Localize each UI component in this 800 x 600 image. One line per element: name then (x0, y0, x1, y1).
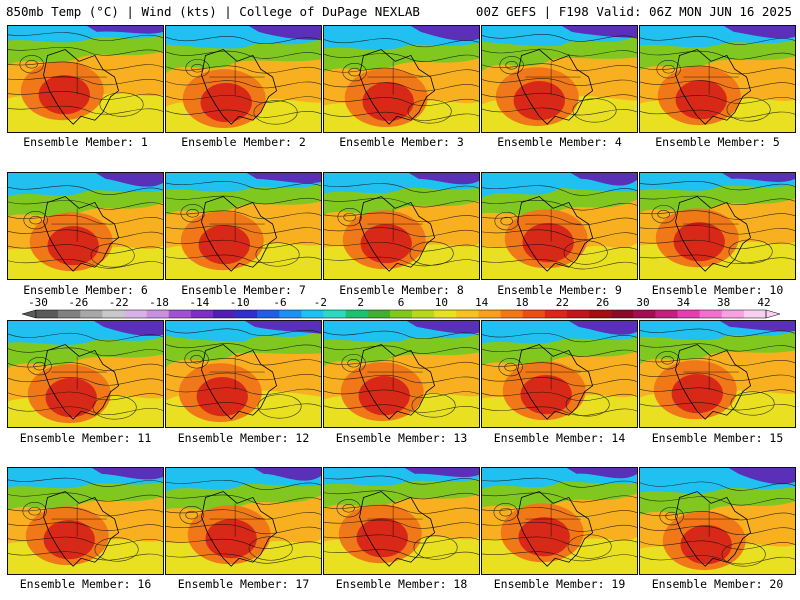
colorbar-tick-label: -30 (28, 296, 48, 309)
map-title: 850mb Temp (°C) | Wind (kts) | College o… (6, 4, 420, 19)
colorbar-swatch (124, 310, 147, 318)
colorbar-tick-label: -14 (189, 296, 209, 309)
ensemble-member-map (323, 172, 480, 280)
ensemble-member-map (481, 320, 638, 428)
ensemble-member-map (165, 25, 322, 133)
colorbar-swatch (279, 310, 302, 318)
ensemble-member-map (639, 467, 796, 575)
ensemble-member-label: Ensemble Member: 14 (493, 431, 626, 445)
colorbar-swatch (345, 310, 369, 318)
colorbar-tick-label: -22 (109, 296, 129, 309)
ensemble-member-map (165, 172, 322, 280)
colorbar-swatch (58, 310, 81, 318)
ensemble-member-label: Ensemble Member: 8 (339, 283, 464, 297)
ensemble-member-label: Ensemble Member: 7 (181, 283, 306, 297)
colorbar-tick-label: -2 (314, 296, 327, 309)
ensemble-member-label: Ensemble Member: 13 (335, 431, 468, 445)
ensemble-member-map (639, 25, 796, 133)
ensemble-member-map (639, 320, 796, 428)
ensemble-member-label: Ensemble Member: 16 (19, 577, 152, 591)
ensemble-member-map (481, 467, 638, 575)
ensemble-member-label: Ensemble Member: 1 (23, 135, 148, 149)
model-run-info: 00Z GEFS | F198 Valid: 06Z MON JUN 16 20… (475, 4, 792, 19)
colorbar-swatch (566, 310, 590, 318)
ensemble-member-map (481, 172, 638, 280)
colorbar-tick-label: 26 (596, 296, 609, 309)
colorbar-swatch (655, 310, 678, 318)
temperature-colorbar: -30 -26 -22 -18 -14 -10 -6 -2 2 6 10 14 18 22 26 30 34 38… (21, 296, 781, 319)
colorbar-swatch (36, 310, 59, 318)
ensemble-member-label: Ensemble Member: 19 (493, 577, 626, 591)
colorbar-tick-label: -18 (149, 296, 169, 309)
colorbar-swatch (367, 310, 391, 318)
ensemble-member-label: Ensemble Member: 15 (651, 431, 784, 445)
colorbar-swatch (611, 310, 634, 318)
colorbar-tick-label: 34 (677, 296, 691, 309)
ensemble-member-map (7, 467, 164, 575)
colorbar-tick-label: 6 (398, 296, 405, 309)
colorbar-swatch (190, 310, 214, 318)
ensemble-member-map (323, 467, 480, 575)
colorbar-swatch (456, 310, 479, 318)
ensemble-member-map (323, 25, 480, 133)
colorbar-swatch (235, 310, 258, 318)
colorbar-swatch (589, 310, 612, 318)
colorbar-tick-label: -6 (273, 296, 286, 309)
colorbar-swatch (257, 310, 280, 318)
colorbar-swatch (412, 310, 435, 318)
colorbar-tick-label: 18 (515, 296, 528, 309)
colorbar-swatch (633, 310, 656, 318)
colorbar-swatch (699, 310, 723, 318)
ensemble-member-map (323, 320, 480, 428)
colorbar-low-arrow (21, 309, 37, 319)
ensemble-member-label: Ensemble Member: 20 (651, 577, 784, 591)
ensemble-member-map (7, 172, 164, 280)
colorbar-tick-label: 22 (556, 296, 569, 309)
colorbar-swatch (301, 310, 324, 318)
ensemble-member-map (639, 172, 796, 280)
colorbar-swatch (212, 310, 236, 318)
colorbar-swatch (389, 310, 413, 318)
colorbar-tick-label: 30 (636, 296, 649, 309)
ensemble-member-label: Ensemble Member: 4 (497, 135, 622, 149)
ensemble-member-label: Ensemble Member: 9 (497, 283, 622, 297)
colorbar-tick-label: 10 (435, 296, 448, 309)
colorbar-swatch (522, 310, 546, 318)
colorbar-swatch (80, 310, 103, 318)
colorbar-swatch (677, 310, 700, 318)
colorbar-swatch (500, 310, 523, 318)
ensemble-member-label: Ensemble Member: 12 (177, 431, 310, 445)
ensemble-member-map (165, 320, 322, 428)
ensemble-member-label: Ensemble Member: 10 (651, 283, 784, 297)
colorbar-swatch (323, 310, 346, 318)
ensemble-member-label: Ensemble Member: 6 (23, 283, 148, 297)
colorbar-swatch (102, 310, 125, 318)
ensemble-member-label: Ensemble Member: 5 (655, 135, 780, 149)
colorbar-swatch (544, 310, 568, 318)
colorbar-swatch (721, 310, 745, 318)
ensemble-member-map (481, 25, 638, 133)
ensemble-member-map (165, 467, 322, 575)
colorbar-swatch (743, 310, 767, 318)
ensemble-member-label: Ensemble Member: 2 (181, 135, 306, 149)
ensemble-member-label: Ensemble Member: 18 (335, 577, 468, 591)
colorbar-tick-label: 2 (357, 296, 364, 309)
colorbar-swatch (168, 310, 192, 318)
colorbar-tick-label: 42 (757, 296, 770, 309)
colorbar-tick-label: 38 (717, 296, 730, 309)
colorbar-swatch (146, 310, 170, 318)
ensemble-member-map (7, 25, 164, 133)
ensemble-member-map (7, 320, 164, 428)
ensemble-member-label: Ensemble Member: 11 (19, 431, 152, 445)
colorbar-swatch (434, 310, 457, 318)
colorbar-tick-label: -26 (68, 296, 88, 309)
ensemble-member-label: Ensemble Member: 3 (339, 135, 464, 149)
colorbar-swatch (478, 310, 501, 318)
colorbar-tick-label: -10 (230, 296, 250, 309)
colorbar-tick-label: 14 (475, 296, 489, 309)
colorbar-high-arrow (765, 309, 781, 319)
ensemble-member-label: Ensemble Member: 17 (177, 577, 310, 591)
